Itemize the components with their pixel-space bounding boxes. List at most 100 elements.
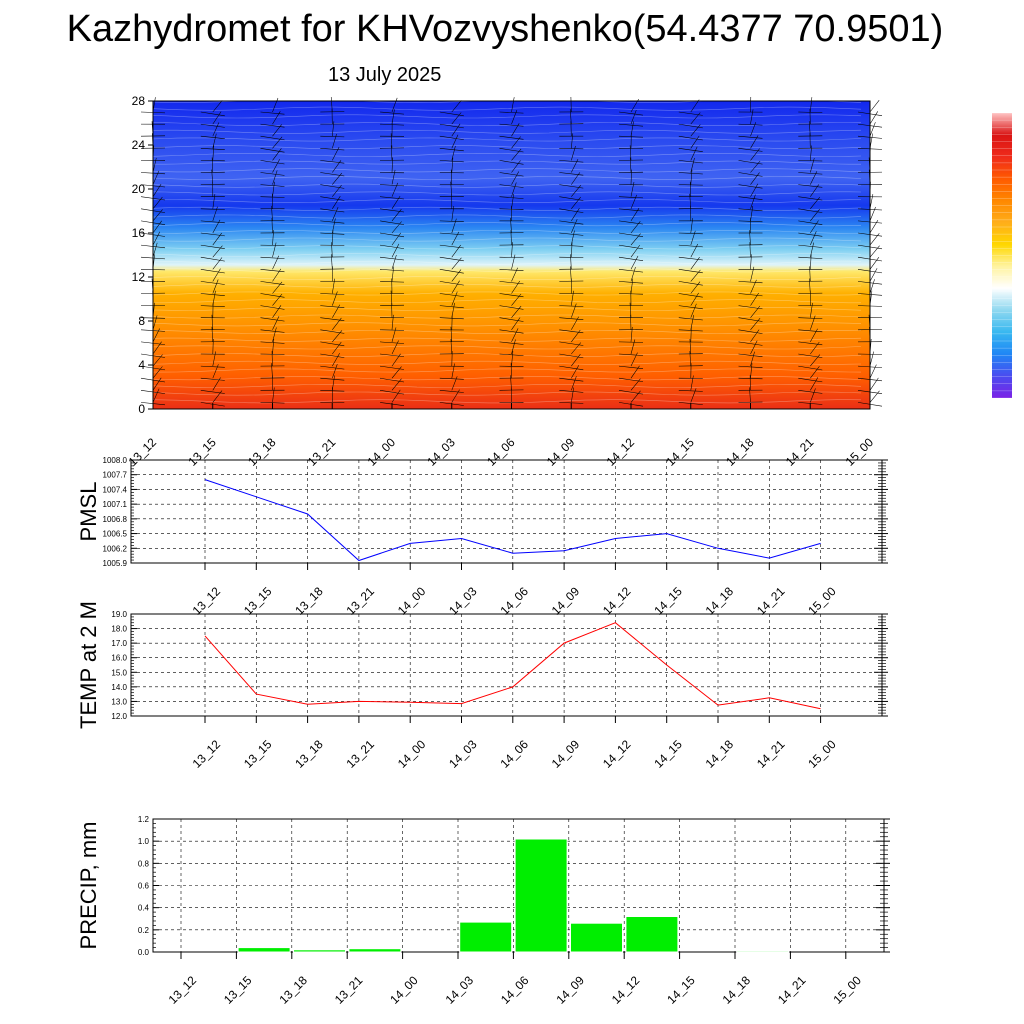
x-tick-label: 14_18 (723, 435, 757, 469)
wind-barb-feather (689, 193, 692, 209)
wind-barb (738, 196, 763, 200)
contour-line (152, 345, 862, 350)
wind-barb (798, 196, 823, 201)
wind-barb-feather (571, 219, 578, 234)
y-tick-label: 19.0 (111, 610, 127, 619)
wind-barb (559, 365, 584, 371)
x-tick-label: 13_21 (332, 973, 366, 1007)
wind-barb-feather (332, 375, 335, 391)
wind-barb-feather (332, 206, 339, 222)
y-tick-label: 1008.0 (103, 456, 128, 465)
wind-barb-feather (690, 230, 696, 246)
x-tick-label: 14_15 (664, 973, 698, 1007)
wind-barb (439, 317, 464, 320)
wind-barb (439, 148, 464, 152)
wind-barb-feather (571, 230, 575, 246)
wind-barb-feather (869, 233, 880, 246)
wind-barb-feather (272, 159, 280, 173)
wind-barb (379, 353, 405, 357)
wind-barb-feather (690, 146, 698, 161)
y-tick-label: 0.8 (138, 859, 150, 868)
wind-barb (618, 377, 644, 382)
wind-barb-feather (570, 254, 572, 270)
y-tick-label: 15.0 (111, 668, 127, 677)
wind-barb-feather (569, 109, 572, 125)
wind-barb (798, 232, 823, 237)
wind-barb-feather (630, 244, 641, 258)
x-tick-label: 14_00 (387, 973, 421, 1007)
wind-barb-feather (451, 291, 458, 306)
wind-barb-feather (272, 268, 282, 282)
wind-barb (738, 305, 763, 310)
y-tick-label: 13.0 (111, 697, 127, 706)
wind-barb (499, 269, 524, 271)
wind-barb-feather (391, 169, 396, 185)
wind-barb-feather (630, 255, 639, 270)
wind-barb-feather (869, 206, 876, 222)
wind-barb-feather (511, 293, 522, 306)
wind-barb (678, 317, 703, 321)
wind-barb-feather (152, 209, 163, 222)
y-tick-label: 0 (138, 402, 145, 416)
wind-barb (260, 341, 285, 344)
contour-line (152, 122, 862, 127)
wind-barb-feather (810, 158, 815, 173)
wind-barb (618, 365, 644, 369)
wind-barb (618, 281, 644, 284)
wind-barb-feather (869, 122, 876, 137)
wind-barb (499, 317, 524, 322)
wind-barb (260, 160, 285, 165)
wind-barb-feather (212, 290, 216, 306)
wind-barb (320, 341, 345, 347)
wind-barb (379, 377, 405, 383)
wind-barb (499, 329, 524, 334)
wind-barb (379, 232, 405, 238)
wind-barb-feather (511, 160, 521, 173)
colorbar (992, 112, 1012, 399)
y-tick-label: 8 (138, 314, 145, 328)
wind-barb-feather (212, 145, 215, 161)
wind-barb (559, 232, 584, 236)
wind-barb (320, 208, 345, 213)
wind-barb (439, 135, 464, 140)
wind-barb (559, 377, 584, 382)
wind-barb (678, 184, 703, 186)
wind-barb-feather (272, 339, 275, 355)
wind-barb-feather (630, 365, 640, 379)
wind-barb-feather (391, 221, 402, 234)
contour-line (152, 199, 862, 204)
wind-barb-feather (750, 329, 760, 343)
wind-barb (260, 196, 285, 198)
wind-barb (260, 148, 285, 153)
wind-barb (260, 172, 285, 176)
wind-barb (798, 365, 823, 371)
wind-barb-feather (810, 197, 821, 209)
wind-barb-feather (630, 378, 641, 391)
wind-barb (678, 329, 703, 332)
wind-barb (678, 123, 703, 129)
wind-barb (678, 293, 703, 298)
wind-barb-feather (391, 97, 398, 113)
wind-barb (499, 135, 524, 140)
wind-barb-feather (331, 242, 333, 258)
wind-barb-feather (810, 209, 820, 222)
x-tick-label: 15_00 (805, 737, 839, 771)
contour-line (152, 114, 862, 119)
precip-bar (237, 947, 291, 953)
wind-barb (559, 220, 584, 225)
wind-barb-feather (869, 100, 880, 113)
wind-barb-feather (810, 184, 820, 197)
wind-barb-feather (510, 375, 512, 391)
y-tick-label: 16.0 (111, 654, 127, 663)
wind-barb (618, 135, 644, 138)
x-tick-label: 14_21 (754, 584, 788, 618)
wind-barb-feather (809, 266, 811, 282)
wind-barb (200, 365, 225, 368)
wind-barb-feather (690, 269, 701, 282)
wind-barb (499, 148, 524, 153)
wind-barb (200, 208, 225, 210)
wind-barb (260, 329, 285, 333)
wind-barb (499, 111, 524, 114)
wind-barb (618, 123, 644, 127)
x-tick-label: 13_21 (305, 435, 339, 469)
